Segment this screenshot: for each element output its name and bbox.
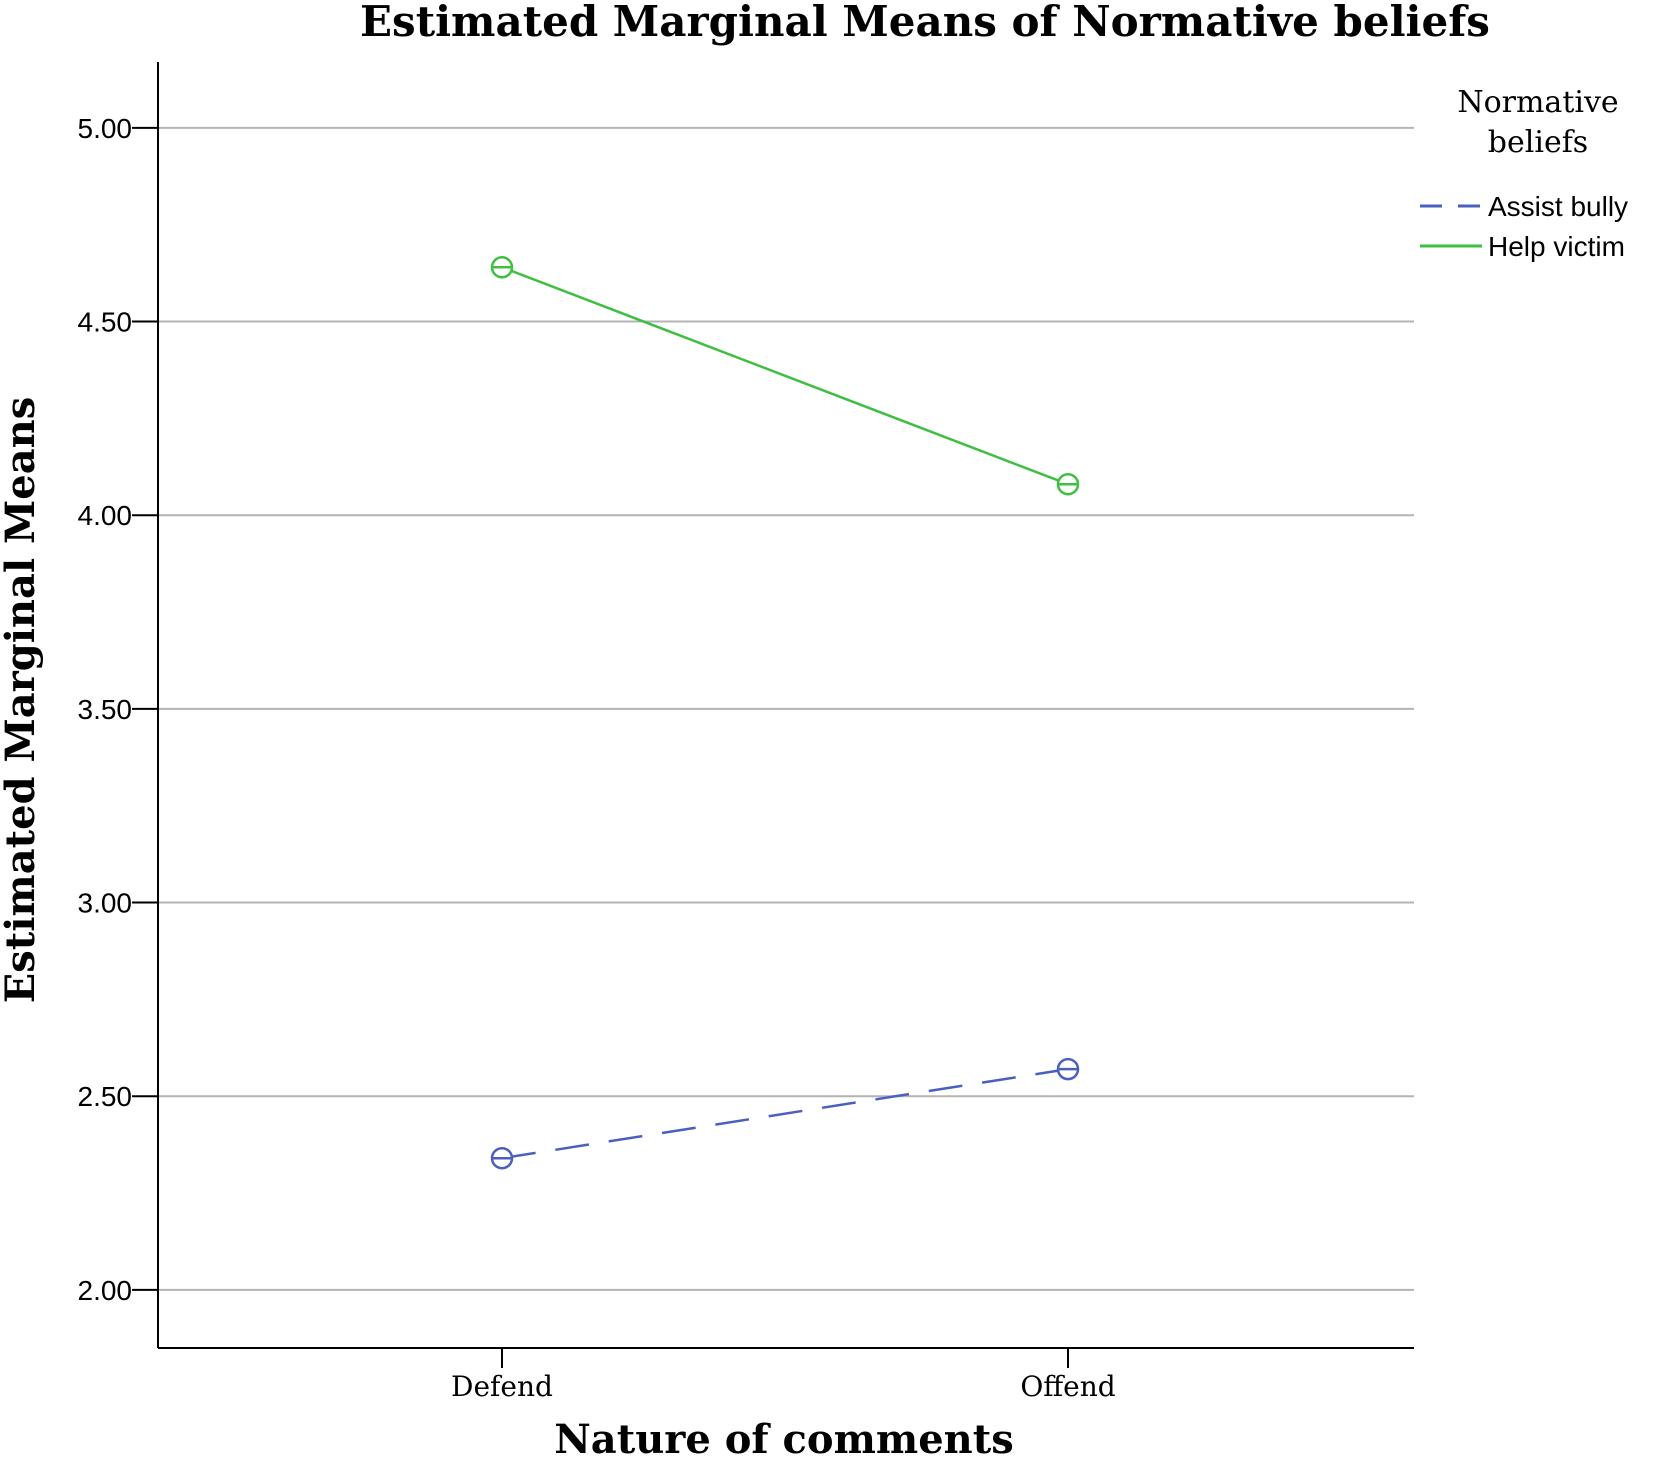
series-line-help-victim xyxy=(501,266,1069,486)
y-tick-label: 3.50 xyxy=(78,694,133,725)
y-tick-label: 4.50 xyxy=(78,307,133,338)
x-tick-label: Defend xyxy=(451,1370,553,1403)
legend-label-assist-bully: Assist bully xyxy=(1488,191,1628,222)
x-axis-label: Nature of comments xyxy=(554,1416,1014,1463)
chart-title: Estimated Marginal Means of Normative be… xyxy=(360,0,1490,46)
legend-title-line-2: beliefs xyxy=(1488,125,1588,160)
y-tick-label: 2.50 xyxy=(78,1081,133,1112)
y-axis-label: Estimated Marginal Means xyxy=(0,397,44,1004)
legend-title-line-1: Normative xyxy=(1457,85,1618,120)
legend: Normative beliefs Assist bully Help victi… xyxy=(1420,85,1628,262)
axes xyxy=(157,62,1414,1349)
y-tick-label: 2.00 xyxy=(78,1275,133,1306)
gridlines xyxy=(158,126,1414,1291)
series-layer xyxy=(490,256,1080,1170)
legend-items: Assist bully Help victim xyxy=(1420,191,1628,262)
x-axis-ticks: Defend Offend xyxy=(451,1348,1116,1403)
y-tick-label: 5.00 xyxy=(78,113,133,144)
series-line-assist-bully xyxy=(501,1067,1069,1160)
x-tick-label: Offend xyxy=(1020,1370,1115,1403)
y-axis-ticks: 2.00 2.50 3.00 3.50 4.00 4.50 5.00 xyxy=(78,113,158,1306)
y-tick-label: 4.00 xyxy=(78,500,133,531)
legend-label-help-victim: Help victim xyxy=(1488,231,1625,262)
y-tick-label: 3.00 xyxy=(78,888,133,919)
